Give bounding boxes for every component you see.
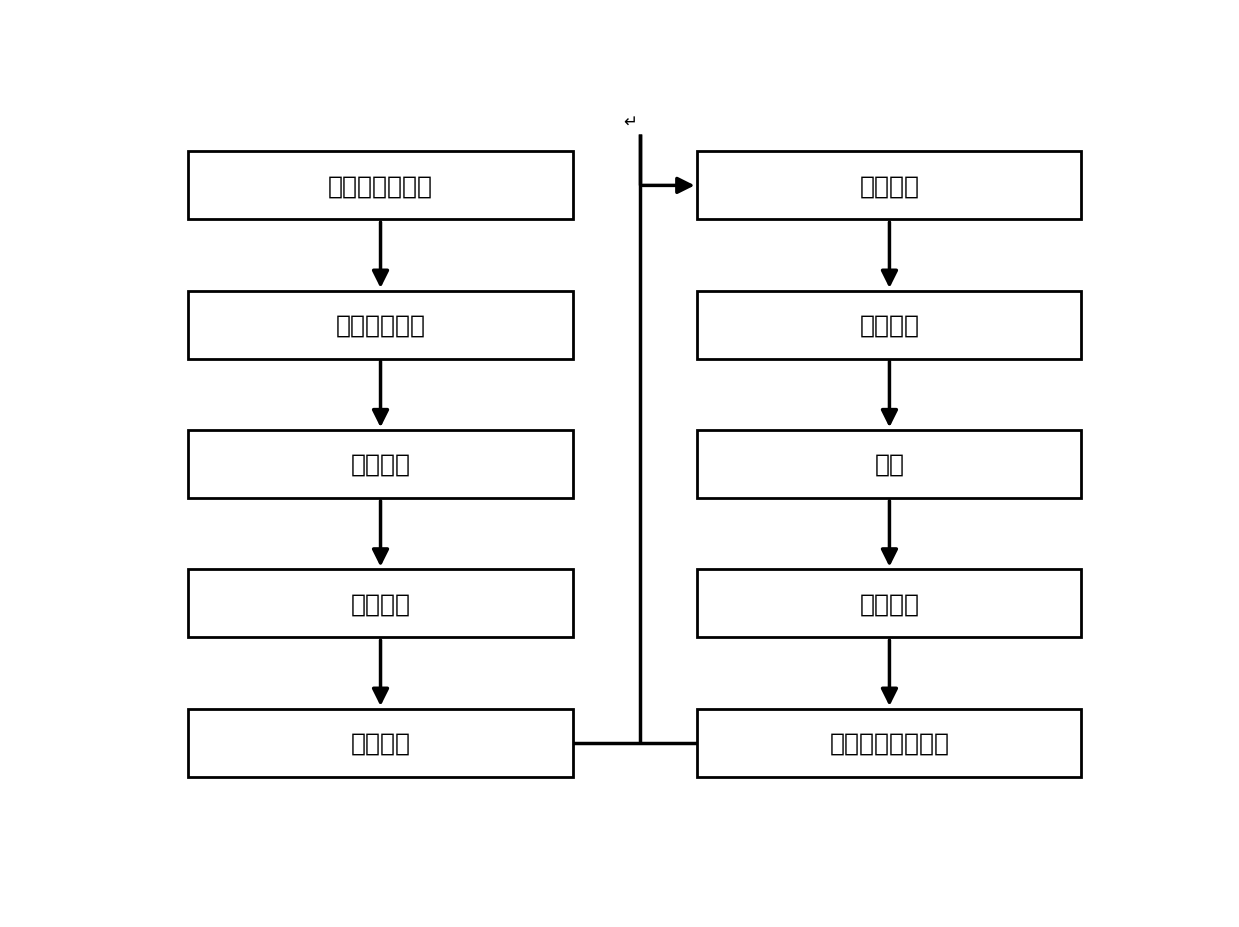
Text: 设定材料: 设定材料: [351, 452, 410, 476]
Text: 定义工况: 定义工况: [351, 731, 410, 755]
Bar: [698, 152, 1082, 220]
Text: 划分网格: 划分网格: [351, 591, 410, 616]
Bar: [188, 291, 572, 360]
Bar: [188, 431, 572, 499]
Text: 定义约束: 定义约束: [860, 313, 919, 337]
Bar: [188, 709, 572, 777]
Text: ↵: ↵: [623, 113, 637, 131]
Text: 几何模型更新: 几何模型更新: [336, 313, 425, 337]
Bar: [698, 709, 1082, 777]
Bar: [188, 570, 572, 638]
Text: 定义载荷: 定义载荷: [860, 174, 919, 198]
Bar: [698, 291, 1082, 360]
Text: 求解: 求解: [875, 452, 904, 476]
Bar: [698, 570, 1082, 638]
Bar: [698, 431, 1082, 499]
Bar: [188, 152, 572, 220]
Text: 强度评价: 强度评价: [860, 591, 919, 616]
Text: 后处理及生成报告: 后处理及生成报告: [829, 731, 949, 755]
Text: 参数化几何建模: 参数化几何建模: [328, 174, 432, 198]
